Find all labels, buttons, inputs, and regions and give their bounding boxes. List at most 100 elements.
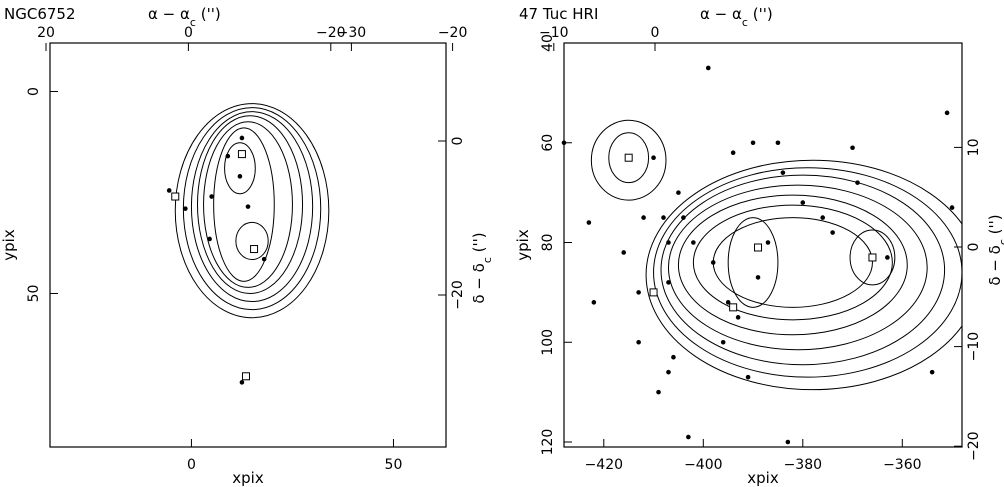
right-axis-title: δ − δc ('') — [470, 232, 494, 303]
panel-title: NGC6752 — [4, 5, 76, 23]
source-point — [561, 140, 567, 146]
x-axis-title: xpix — [747, 469, 779, 487]
source-point — [666, 369, 671, 375]
y-tick-label: 40 — [540, 34, 556, 52]
y-tick-label: 100 — [540, 329, 556, 356]
x-tick-label: 50 — [385, 457, 403, 473]
source-point — [591, 300, 597, 305]
right-tick-label: −20 — [450, 280, 466, 310]
source-point — [586, 220, 592, 225]
top-tick-label: 20 — [37, 25, 55, 41]
y-tick-label: 50 — [26, 285, 42, 303]
contour-line — [677, 194, 908, 336]
source-point — [209, 194, 214, 199]
source-point — [183, 206, 188, 211]
panel-title: 47 Tuc HRI — [519, 5, 598, 23]
source-square — [624, 153, 633, 162]
contour-line — [608, 132, 650, 184]
source-point — [666, 240, 671, 245]
source-point — [735, 315, 741, 320]
contour-line — [692, 204, 893, 321]
source-point — [686, 434, 691, 440]
top-tick-label: −20 — [316, 25, 346, 41]
contour-line — [645, 159, 962, 391]
source-point — [710, 260, 716, 265]
source-point — [830, 230, 835, 235]
source-point — [666, 280, 671, 285]
source-point — [730, 150, 736, 156]
y-tick-label: 120 — [540, 429, 556, 456]
right-tick-label: 0 — [966, 243, 982, 252]
source-point — [237, 174, 243, 179]
plot-frame — [563, 42, 963, 448]
x-axis-title: xpix — [232, 469, 264, 487]
contour-line — [235, 221, 269, 261]
top-axis-title: α − αc ('') — [700, 5, 773, 29]
source-point — [621, 250, 626, 255]
source-point — [636, 290, 641, 295]
source-point — [885, 255, 890, 260]
y-axis-title: ypix — [514, 229, 532, 261]
source-point — [949, 205, 955, 210]
y-axis-title: ypix — [0, 229, 18, 261]
source-square — [729, 303, 738, 312]
source-point — [820, 215, 825, 220]
contour-line — [224, 142, 256, 195]
contour-line — [590, 119, 667, 201]
source-point — [225, 153, 231, 159]
source-point — [661, 215, 666, 220]
source-point — [780, 170, 786, 175]
y-tick-label: 0 — [26, 87, 42, 96]
source-point — [681, 215, 686, 220]
source-point — [850, 145, 855, 151]
source-square — [171, 192, 180, 201]
source-point — [245, 204, 251, 209]
source-point — [641, 215, 646, 220]
source-point — [745, 374, 751, 380]
plot-frame — [49, 42, 447, 448]
x-tick-label: 0 — [187, 457, 196, 473]
source-square — [241, 372, 250, 381]
source-square — [754, 243, 763, 252]
top-tick-label: 0 — [184, 25, 193, 41]
x-tick-label: −400 — [684, 457, 722, 473]
right-tick-label: 0 — [450, 137, 466, 146]
source-point — [855, 180, 860, 185]
source-point — [671, 354, 676, 360]
source-point — [765, 240, 771, 245]
source-point — [656, 389, 661, 395]
contour-group — [590, 119, 962, 391]
contour-line — [196, 115, 304, 294]
x-tick-label: −380 — [784, 457, 822, 473]
contour-line — [653, 167, 962, 378]
source-point — [800, 200, 806, 205]
contour-line — [727, 217, 779, 308]
source-point — [944, 110, 950, 116]
source-point — [239, 135, 245, 141]
source-point — [785, 439, 791, 445]
source-point — [651, 155, 656, 161]
source-point — [755, 275, 761, 280]
contour-group — [174, 103, 330, 319]
source-square — [237, 150, 246, 159]
top-tick-label: −20 — [438, 25, 468, 41]
x-tick-label: −360 — [883, 457, 921, 473]
contour-line — [660, 174, 946, 366]
contour-line — [667, 184, 928, 351]
right-tick-label: −20 — [966, 431, 982, 461]
source-point — [166, 188, 172, 193]
contour-line — [190, 111, 314, 303]
source-point — [929, 369, 935, 375]
right-axis-title: δ − δc ('') — [986, 214, 1004, 285]
source-square — [868, 253, 877, 262]
source-point — [691, 240, 696, 245]
x-tick-label: −420 — [585, 457, 623, 473]
contour-line — [849, 229, 896, 286]
source-point — [676, 190, 681, 195]
source-point — [636, 339, 641, 345]
right-tick-label: 10 — [966, 138, 982, 156]
top-axis-title: α − αc ('') — [148, 5, 221, 29]
ngc6752-panel: 0 50 0 50 20 0 −20 0 −20 NGC6752 xpix ypix α − αc ('… — [0, 5, 494, 487]
contour-line — [203, 121, 293, 288]
